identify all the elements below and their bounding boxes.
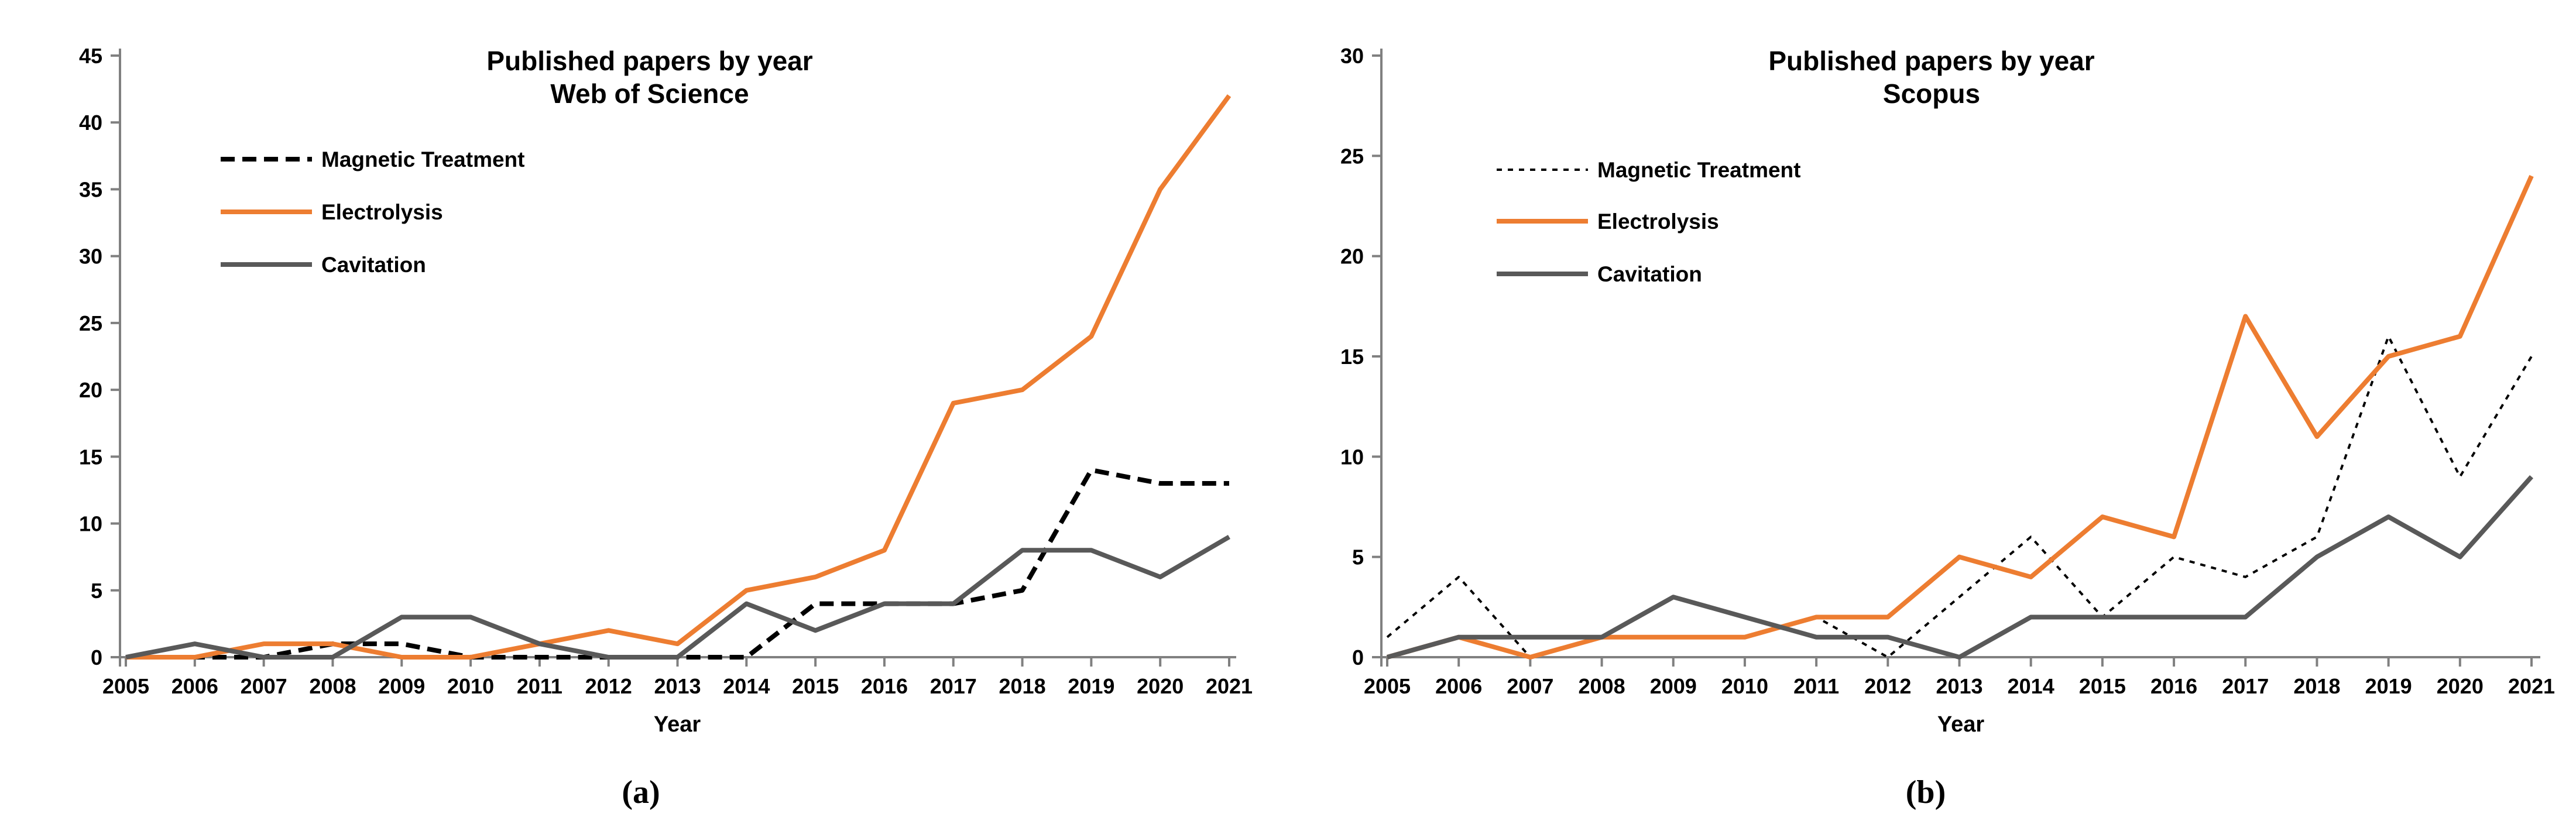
x-tick-label: 2008 bbox=[309, 674, 356, 698]
x-tick-label: 2011 bbox=[517, 674, 562, 698]
chart-subtitle: Scopus bbox=[1883, 78, 1980, 109]
y-tick-label: 40 bbox=[79, 111, 102, 135]
y-tick-label: 5 bbox=[91, 579, 102, 603]
x-tick-label: 2009 bbox=[378, 674, 425, 698]
y-tick-label: 25 bbox=[79, 311, 102, 335]
legend-label: Electrolysis bbox=[1597, 210, 1719, 233]
y-tick-label: 10 bbox=[79, 512, 102, 536]
x-tick-label: 2018 bbox=[2293, 674, 2340, 698]
legend-label: Magnetic Treatment bbox=[321, 147, 524, 171]
x-tick-label: 2017 bbox=[930, 674, 977, 698]
caption-a: (a) bbox=[622, 774, 660, 811]
y-tick-label: 20 bbox=[1340, 245, 1364, 269]
chart-title: Published papers by year bbox=[486, 46, 812, 76]
x-tick-label: 2013 bbox=[1936, 674, 1982, 698]
x-tick-label: 2019 bbox=[1068, 674, 1114, 698]
x-tick-label: 2020 bbox=[2437, 674, 2484, 698]
x-tick-label: 2011 bbox=[1793, 674, 1839, 698]
x-tick-label: 2013 bbox=[654, 674, 701, 698]
x-tick-label: 2006 bbox=[171, 674, 218, 698]
legend-label: Electrolysis bbox=[321, 200, 443, 224]
x-tick-label: 2018 bbox=[999, 674, 1046, 698]
x-tick-label: 2021 bbox=[2508, 674, 2555, 698]
x-tick-label: 2019 bbox=[2365, 674, 2412, 698]
x-tick-label: 2021 bbox=[1206, 674, 1253, 698]
series-line-cavitation bbox=[1386, 475, 2533, 660]
chart-title: Published papers by year bbox=[1768, 46, 2094, 76]
series-line-electrolysis bbox=[126, 94, 1232, 660]
x-tick-label: 2015 bbox=[792, 674, 839, 698]
x-tick-label: 2012 bbox=[1864, 674, 1911, 698]
y-tick-label: 20 bbox=[79, 378, 102, 402]
y-tick-label: 15 bbox=[79, 445, 102, 469]
x-axis-title: Year bbox=[1937, 712, 1985, 737]
y-tick-label: 5 bbox=[1352, 545, 1364, 569]
y-tick-label: 45 bbox=[79, 44, 102, 68]
x-tick-label: 2009 bbox=[1650, 674, 1697, 698]
y-tick-label: 30 bbox=[79, 245, 102, 269]
x-axis-title: Year bbox=[654, 712, 701, 737]
x-tick-label: 2017 bbox=[2222, 674, 2269, 698]
caption-b: (b) bbox=[1905, 774, 1946, 811]
y-tick-label: 25 bbox=[1340, 144, 1364, 168]
series-line-magnetic-treatment bbox=[1386, 335, 2533, 658]
x-tick-label: 2014 bbox=[2008, 674, 2054, 698]
y-tick-label: 30 bbox=[1340, 44, 1364, 68]
y-tick-label: 15 bbox=[1340, 345, 1364, 369]
chart-subtitle: Web of Science bbox=[550, 78, 749, 109]
legend-label: Magnetic Treatment bbox=[1597, 158, 1800, 182]
x-tick-label: 2007 bbox=[1507, 674, 1553, 698]
x-tick-label: 2007 bbox=[241, 674, 287, 698]
x-tick-label: 2005 bbox=[102, 674, 149, 698]
y-tick-label: 10 bbox=[1340, 445, 1364, 469]
chart-scopus: 0 5 10 15 20 25 30 2005 2006 2007 2008 2009 2010 2011… bbox=[1340, 44, 2555, 737]
y-tick-label: 35 bbox=[79, 177, 102, 201]
y-tick-label: 0 bbox=[91, 645, 102, 669]
x-tick-label: 2016 bbox=[861, 674, 908, 698]
x-tick-label: 2015 bbox=[2079, 674, 2126, 698]
x-tick-label: 2005 bbox=[1364, 674, 1411, 698]
x-tick-label: 2010 bbox=[447, 674, 494, 698]
chart-wos: 0 5 10 15 20 25 30 35 40 45 2005 2006 2007 2008 2009 20… bbox=[79, 44, 1253, 737]
x-tick-label: 2010 bbox=[1721, 674, 1768, 698]
series-line-electrolysis bbox=[1386, 174, 2534, 660]
y-tick-label: 0 bbox=[1352, 645, 1364, 669]
x-tick-label: 2008 bbox=[1579, 674, 1625, 698]
x-tick-label: 2012 bbox=[585, 674, 632, 698]
legend-label: Cavitation bbox=[1597, 262, 1702, 286]
series-line-cavitation bbox=[125, 534, 1231, 660]
x-tick-label: 2006 bbox=[1435, 674, 1482, 698]
x-tick-label: 2020 bbox=[1137, 674, 1184, 698]
x-tick-label: 2016 bbox=[2150, 674, 2197, 698]
legend-label: Cavitation bbox=[321, 253, 426, 277]
x-tick-label: 2014 bbox=[723, 674, 770, 698]
series-line-magnetic-treatment bbox=[126, 468, 1229, 660]
